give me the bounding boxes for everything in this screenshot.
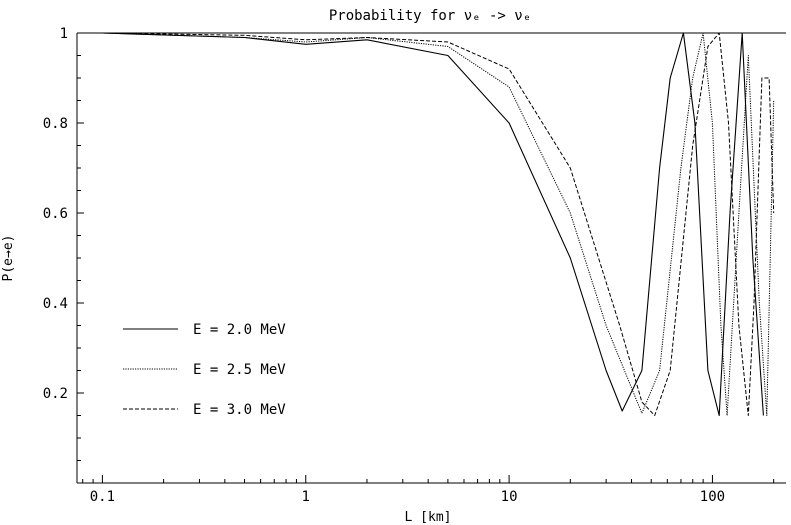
x-tick-label: 100 — [700, 489, 725, 505]
y-tick-label: 1 — [60, 26, 68, 42]
series-layer — [102, 32, 775, 417]
y-tick-label: 0.2 — [43, 386, 68, 402]
legend-label: E = 2.5 MeV — [193, 362, 286, 378]
ticks-layer: 0.2 0.4 0.6 0.8 1 0.1 1 10 100 — [43, 26, 775, 505]
x-tick-label: 10 — [501, 489, 518, 505]
x-tick-label: 1 — [302, 489, 310, 505]
x-axis-label: L [km] — [405, 510, 452, 525]
chart-title: Probability for νₑ -> νₑ — [329, 8, 531, 24]
series-line-2-5-mev — [102, 32, 775, 416]
y-tick-label: 0.4 — [43, 296, 68, 312]
axes-layer — [76, 32, 786, 484]
series-line-2-0-mev — [102, 32, 764, 417]
y-tick-label: 0.8 — [43, 116, 68, 132]
series-line-3-0-mev — [102, 32, 775, 416]
y-axis-label: P(e→e) — [1, 235, 16, 282]
legend: E = 2.0 MeV E = 2.5 MeV E = 3.0 MeV — [123, 322, 286, 418]
y-tick-label: 0.6 — [43, 206, 68, 222]
legend-label: E = 2.0 MeV — [193, 322, 286, 338]
legend-label: E = 3.0 MeV — [193, 402, 286, 418]
x-tick-label: 0.1 — [90, 489, 115, 505]
